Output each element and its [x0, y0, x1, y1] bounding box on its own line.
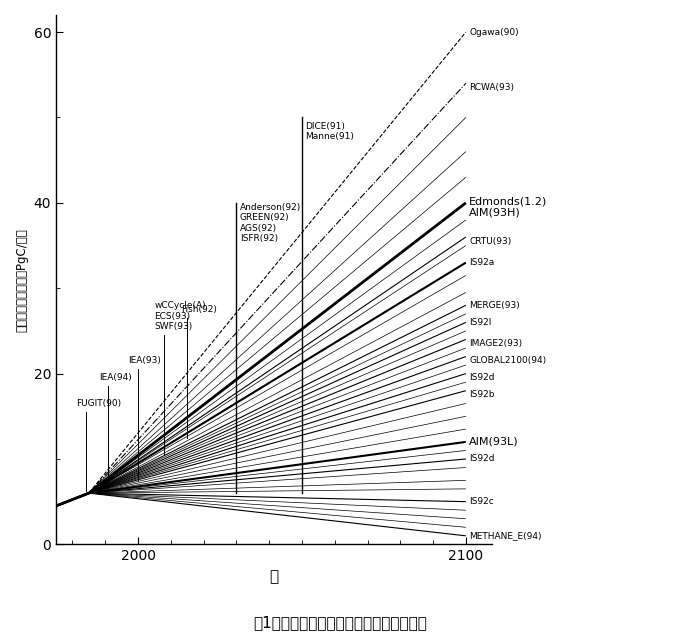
Text: IMAGE2(93): IMAGE2(93): [469, 340, 522, 348]
Text: MERGE(93): MERGE(93): [469, 301, 520, 310]
Text: AIM(93L): AIM(93L): [469, 437, 519, 447]
Text: CRTU(93): CRTU(93): [469, 237, 511, 246]
Text: IS92d: IS92d: [469, 454, 494, 464]
Text: IS92d: IS92d: [469, 373, 494, 382]
Text: Anderson(92)
GREEN(92)
AGS(92)
ISFR(92): Anderson(92) GREEN(92) AGS(92) ISFR(92): [239, 203, 301, 243]
Text: IS92l: IS92l: [469, 318, 492, 327]
Text: 図1　全世界の二酸化炭素の排出シナリオ: 図1 全世界の二酸化炭素の排出シナリオ: [253, 615, 427, 631]
Text: FUGIT(90): FUGIT(90): [75, 399, 121, 408]
Text: GLOBAL2100(94): GLOBAL2100(94): [469, 356, 546, 365]
Y-axis label: 二酸化炭素排出量（PgC/年）: 二酸化炭素排出量（PgC/年）: [15, 228, 28, 331]
Text: wCCycle(A)
ECS(93)
SWF(93): wCCycle(A) ECS(93) SWF(93): [154, 301, 206, 331]
Text: IS92a: IS92a: [469, 258, 494, 267]
Text: RCWA(93): RCWA(93): [469, 83, 514, 92]
Text: Fish(92): Fish(92): [181, 305, 216, 314]
Text: Ogawa(90): Ogawa(90): [469, 27, 519, 36]
Text: DICE(91)
Manne(91): DICE(91) Manne(91): [305, 122, 354, 141]
Text: IEA(94): IEA(94): [99, 373, 131, 382]
X-axis label: 年: 年: [269, 569, 279, 583]
Text: METHANE_E(94): METHANE_E(94): [469, 531, 542, 540]
Text: IS92c: IS92c: [469, 497, 494, 506]
Text: Edmonds(1.2)
AIM(93H): Edmonds(1.2) AIM(93H): [469, 196, 547, 218]
Text: IEA(93): IEA(93): [128, 356, 161, 365]
Text: IS92b: IS92b: [469, 390, 494, 399]
